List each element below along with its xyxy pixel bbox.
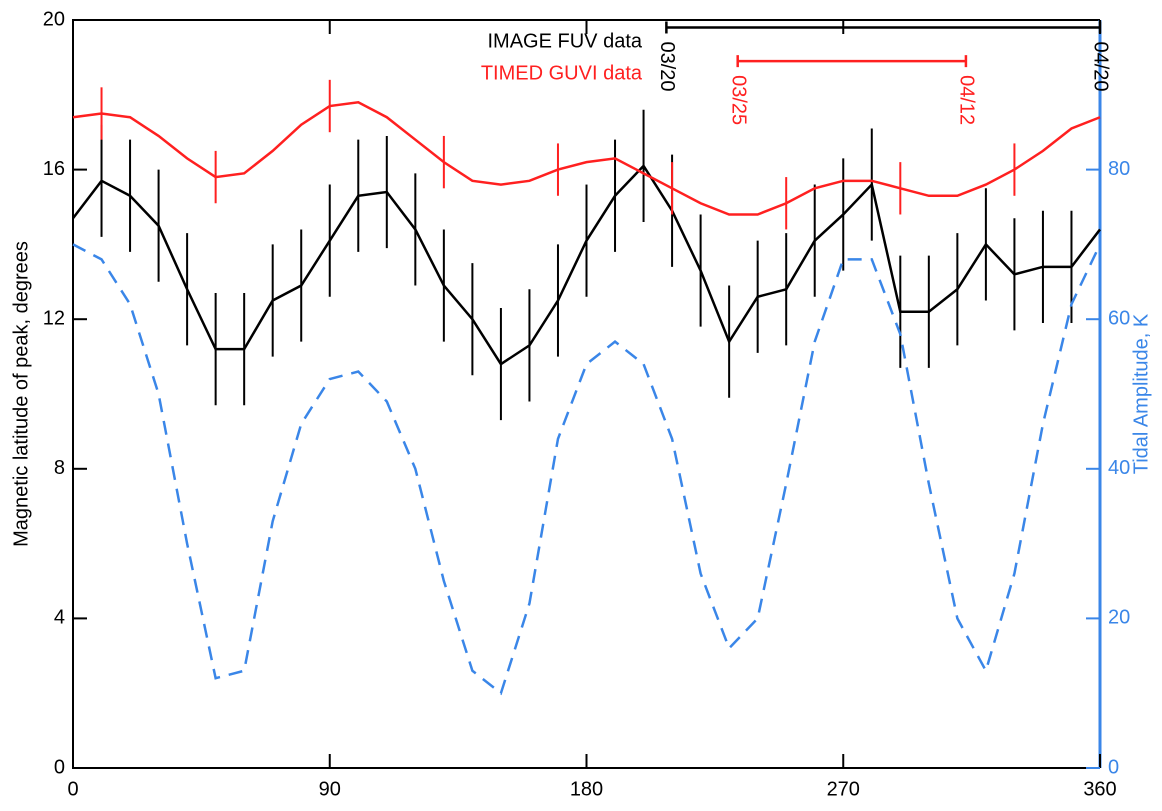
date-label: 04/12 [956,75,978,125]
y2-tick-label: 80 [1108,158,1130,180]
y-tick-label: 16 [43,158,65,180]
x-tick-label: 270 [827,778,860,800]
x-tick-label: 180 [570,778,603,800]
date-label: 04/20 [1090,41,1112,91]
y-tick-label: 12 [43,307,65,329]
y-tick-label: 20 [43,8,65,30]
y-axis-label: Magnetic latitude of peak, degrees [10,241,32,547]
date-label: 03/25 [727,75,749,125]
y-tick-label: 0 [54,756,65,778]
legend-entry: TIMED GUVI data [481,62,643,84]
y2-tick-label: 0 [1108,756,1119,778]
y-tick-label: 4 [54,607,65,629]
x-tick-label: 360 [1083,778,1116,800]
y2-tick-label: 60 [1108,307,1130,329]
x-tick-label: 90 [319,778,341,800]
y2-tick-label: 40 [1108,457,1130,479]
series-line [72,243,1102,696]
y2-axis-label: Tidal Amplitude, K [1130,313,1152,474]
x-tick-label: 0 [67,778,78,800]
y2-tick-label: 20 [1108,607,1130,629]
series-line [72,100,1101,216]
y-tick-label: 8 [54,457,65,479]
plot-frame [72,19,1100,769]
legend-entry: IMAGE FUV data [488,30,643,52]
date-label: 03/20 [656,41,678,91]
